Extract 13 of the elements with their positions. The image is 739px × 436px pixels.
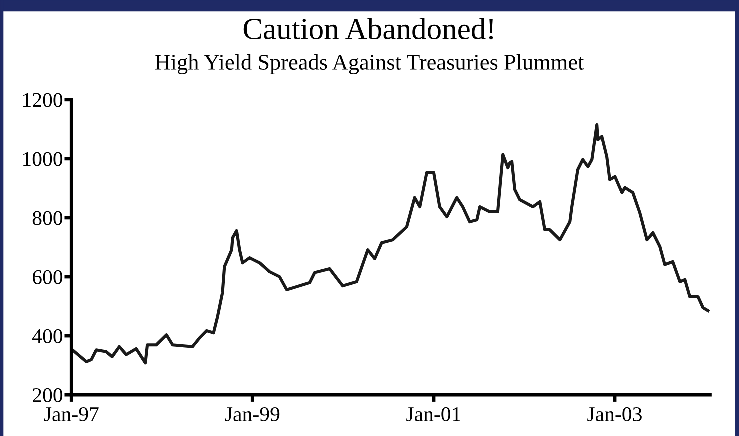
y-tick-label: 1200 bbox=[24, 93, 63, 108]
x-tick-label: Jan-99 bbox=[225, 407, 280, 422]
y-tick-label: 400 bbox=[32, 329, 63, 344]
y-tick-label: 800 bbox=[32, 211, 63, 226]
x-tick-label: Jan-01 bbox=[406, 407, 460, 422]
x-tick-label: Jan-97 bbox=[44, 407, 99, 422]
line-series bbox=[72, 123, 710, 365]
y-tick-label: 1000 bbox=[24, 152, 63, 166]
chart-title: Caution Abandoned! bbox=[244, 18, 494, 40]
y-tick-label: 600 bbox=[32, 270, 63, 284]
x-tick-label: Jan-03 bbox=[588, 407, 642, 422]
chart-subtitle: High Yield Spreads Against Treasuries Plummet bbox=[155, 54, 584, 75]
y-tick-label: 200 bbox=[33, 388, 63, 402]
